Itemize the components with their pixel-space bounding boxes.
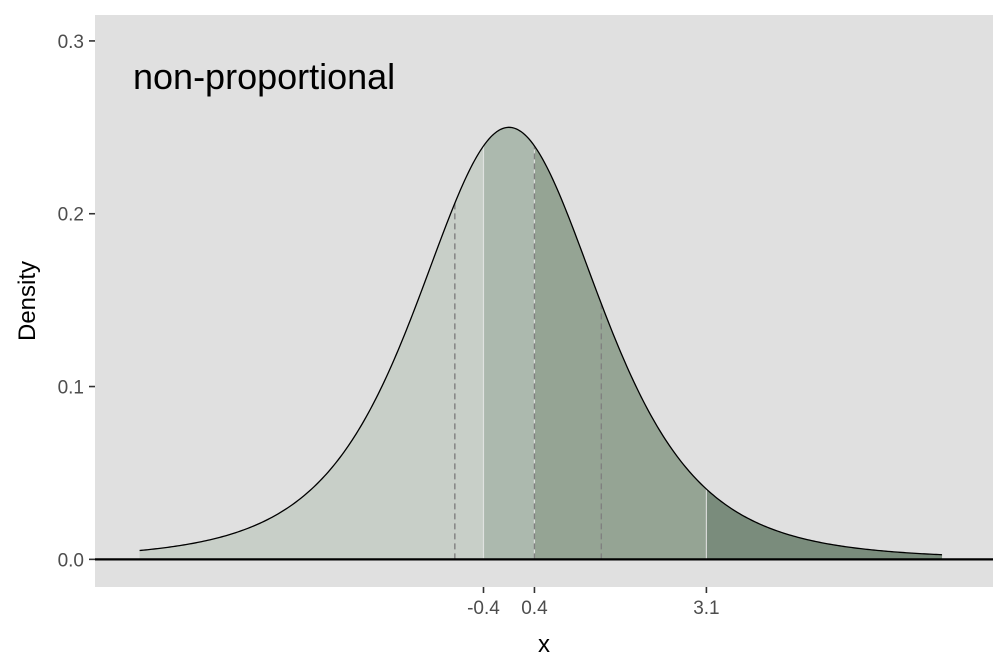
y-tick-label: 0.3 <box>58 32 84 53</box>
y-axis: 0.0 0.1 0.2 0.3 <box>58 32 95 571</box>
annotation-label: non-proportional <box>133 56 395 97</box>
y-tick-label: 0.1 <box>58 378 84 399</box>
y-axis-title: Density <box>14 261 41 341</box>
x-tick-label: 0.4 <box>521 598 548 619</box>
y-tick-label: 0.2 <box>58 205 84 226</box>
dashed-lines <box>454 145 603 560</box>
x-axis: -0.4 0.4 3.1 <box>467 587 720 619</box>
band-1 <box>139 145 484 560</box>
x-axis-title: x <box>538 631 550 658</box>
density-curve <box>139 126 943 556</box>
x-tick-label: -0.4 <box>467 598 500 619</box>
y-tick-label: 0.0 <box>58 550 84 571</box>
band-2 <box>483 127 535 560</box>
band-4 <box>706 489 943 560</box>
x-tick-label: 3.1 <box>693 598 719 619</box>
